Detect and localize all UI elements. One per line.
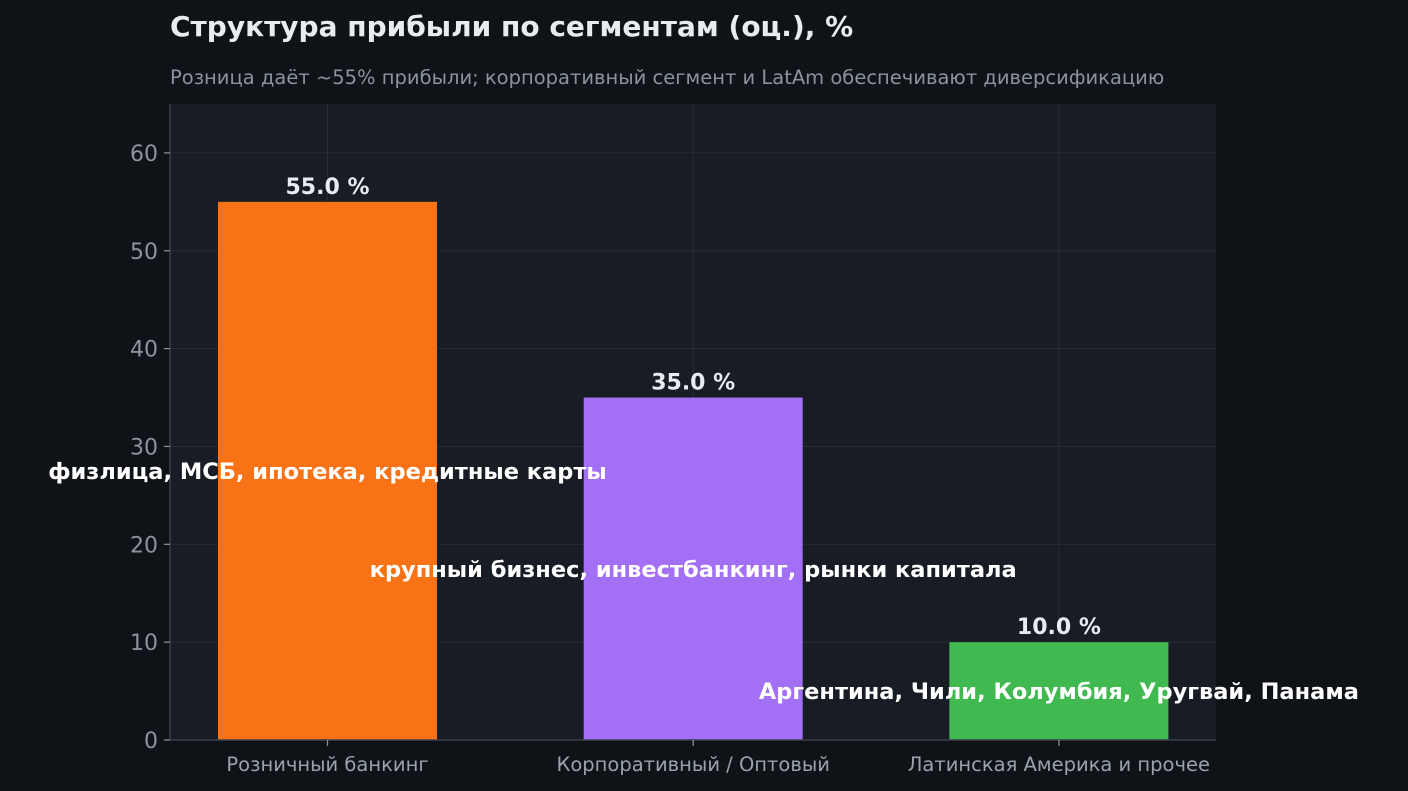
x-tick-label: Розничный банкинг <box>226 753 428 776</box>
x-tick-label: Латинская Америка и прочее <box>908 753 1210 776</box>
bar-layer <box>218 201 1169 740</box>
y-tick-label: 10 <box>130 631 158 656</box>
x-tick-label: Корпоративный / Оптовый <box>556 753 829 776</box>
y-tick-label: 30 <box>130 435 158 460</box>
axis-layer: 0 10 20 30 40 50 60 Розничный банкинг Корпоратив… <box>130 104 1216 776</box>
y-tick-label: 40 <box>130 338 158 363</box>
annotation-label: Аргентина, Чили, Колумбия, Уругвай, Пана… <box>759 679 1359 705</box>
data-label: 10.0 % <box>1017 615 1101 640</box>
chart-title: Структура прибыли по сегментам (оц.), % <box>170 10 854 43</box>
y-tick-label: 60 <box>130 142 158 167</box>
chart-subtitle: Розница даёт ~55% прибыли; корпоративный… <box>170 66 1165 89</box>
label-layer: 55.0 % 35.0 % 10.0 % физлица, МСБ, ипотека,… <box>48 175 1359 705</box>
bar <box>583 397 803 740</box>
y-tick-label: 20 <box>130 533 158 558</box>
bar <box>218 201 437 740</box>
data-label: 55.0 % <box>286 175 370 200</box>
y-tick-label: 0 <box>144 729 158 754</box>
annotation-label: крупный бизнес, инвестбанкинг, рынки кап… <box>370 557 1017 583</box>
bar <box>949 642 1169 740</box>
annotation-label: физлица, МСБ, ипотека, кредитные карты <box>48 459 607 485</box>
y-tick-label: 50 <box>130 240 158 265</box>
data-label: 35.0 % <box>651 371 735 396</box>
